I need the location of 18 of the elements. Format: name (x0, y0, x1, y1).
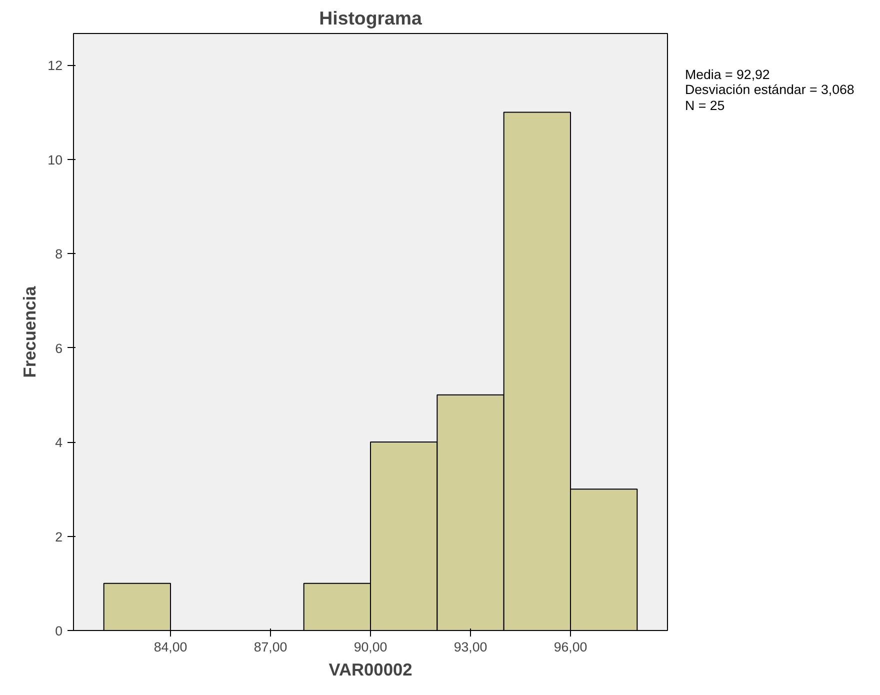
y-tick-label: 10 (48, 152, 63, 168)
text: N = 25 (685, 98, 725, 113)
text: Desviación estándar = 3,068 (685, 82, 854, 98)
x-tick-label: 90,00 (354, 640, 388, 654)
y-axis-title: Frecuencia (20, 286, 40, 378)
y-tick-label: 2 (55, 529, 63, 544)
y-tick-label: 4 (55, 435, 64, 450)
y-tick-label: 12 (48, 58, 63, 74)
text: Media = 92,92 (685, 67, 770, 82)
y-tick-label: 8 (55, 246, 63, 262)
y-tick-label: 6 (55, 340, 63, 356)
chart-title: Histograma (319, 8, 422, 28)
x-axis-title: VAR00002 (328, 660, 412, 680)
x-tick-label: 87,00 (254, 640, 288, 654)
y-tick-label: 0 (55, 624, 63, 638)
x-tick-label: 93,00 (454, 640, 488, 654)
x-tick-label: 96,00 (554, 640, 588, 654)
x-tick-label: 84,00 (154, 640, 188, 654)
